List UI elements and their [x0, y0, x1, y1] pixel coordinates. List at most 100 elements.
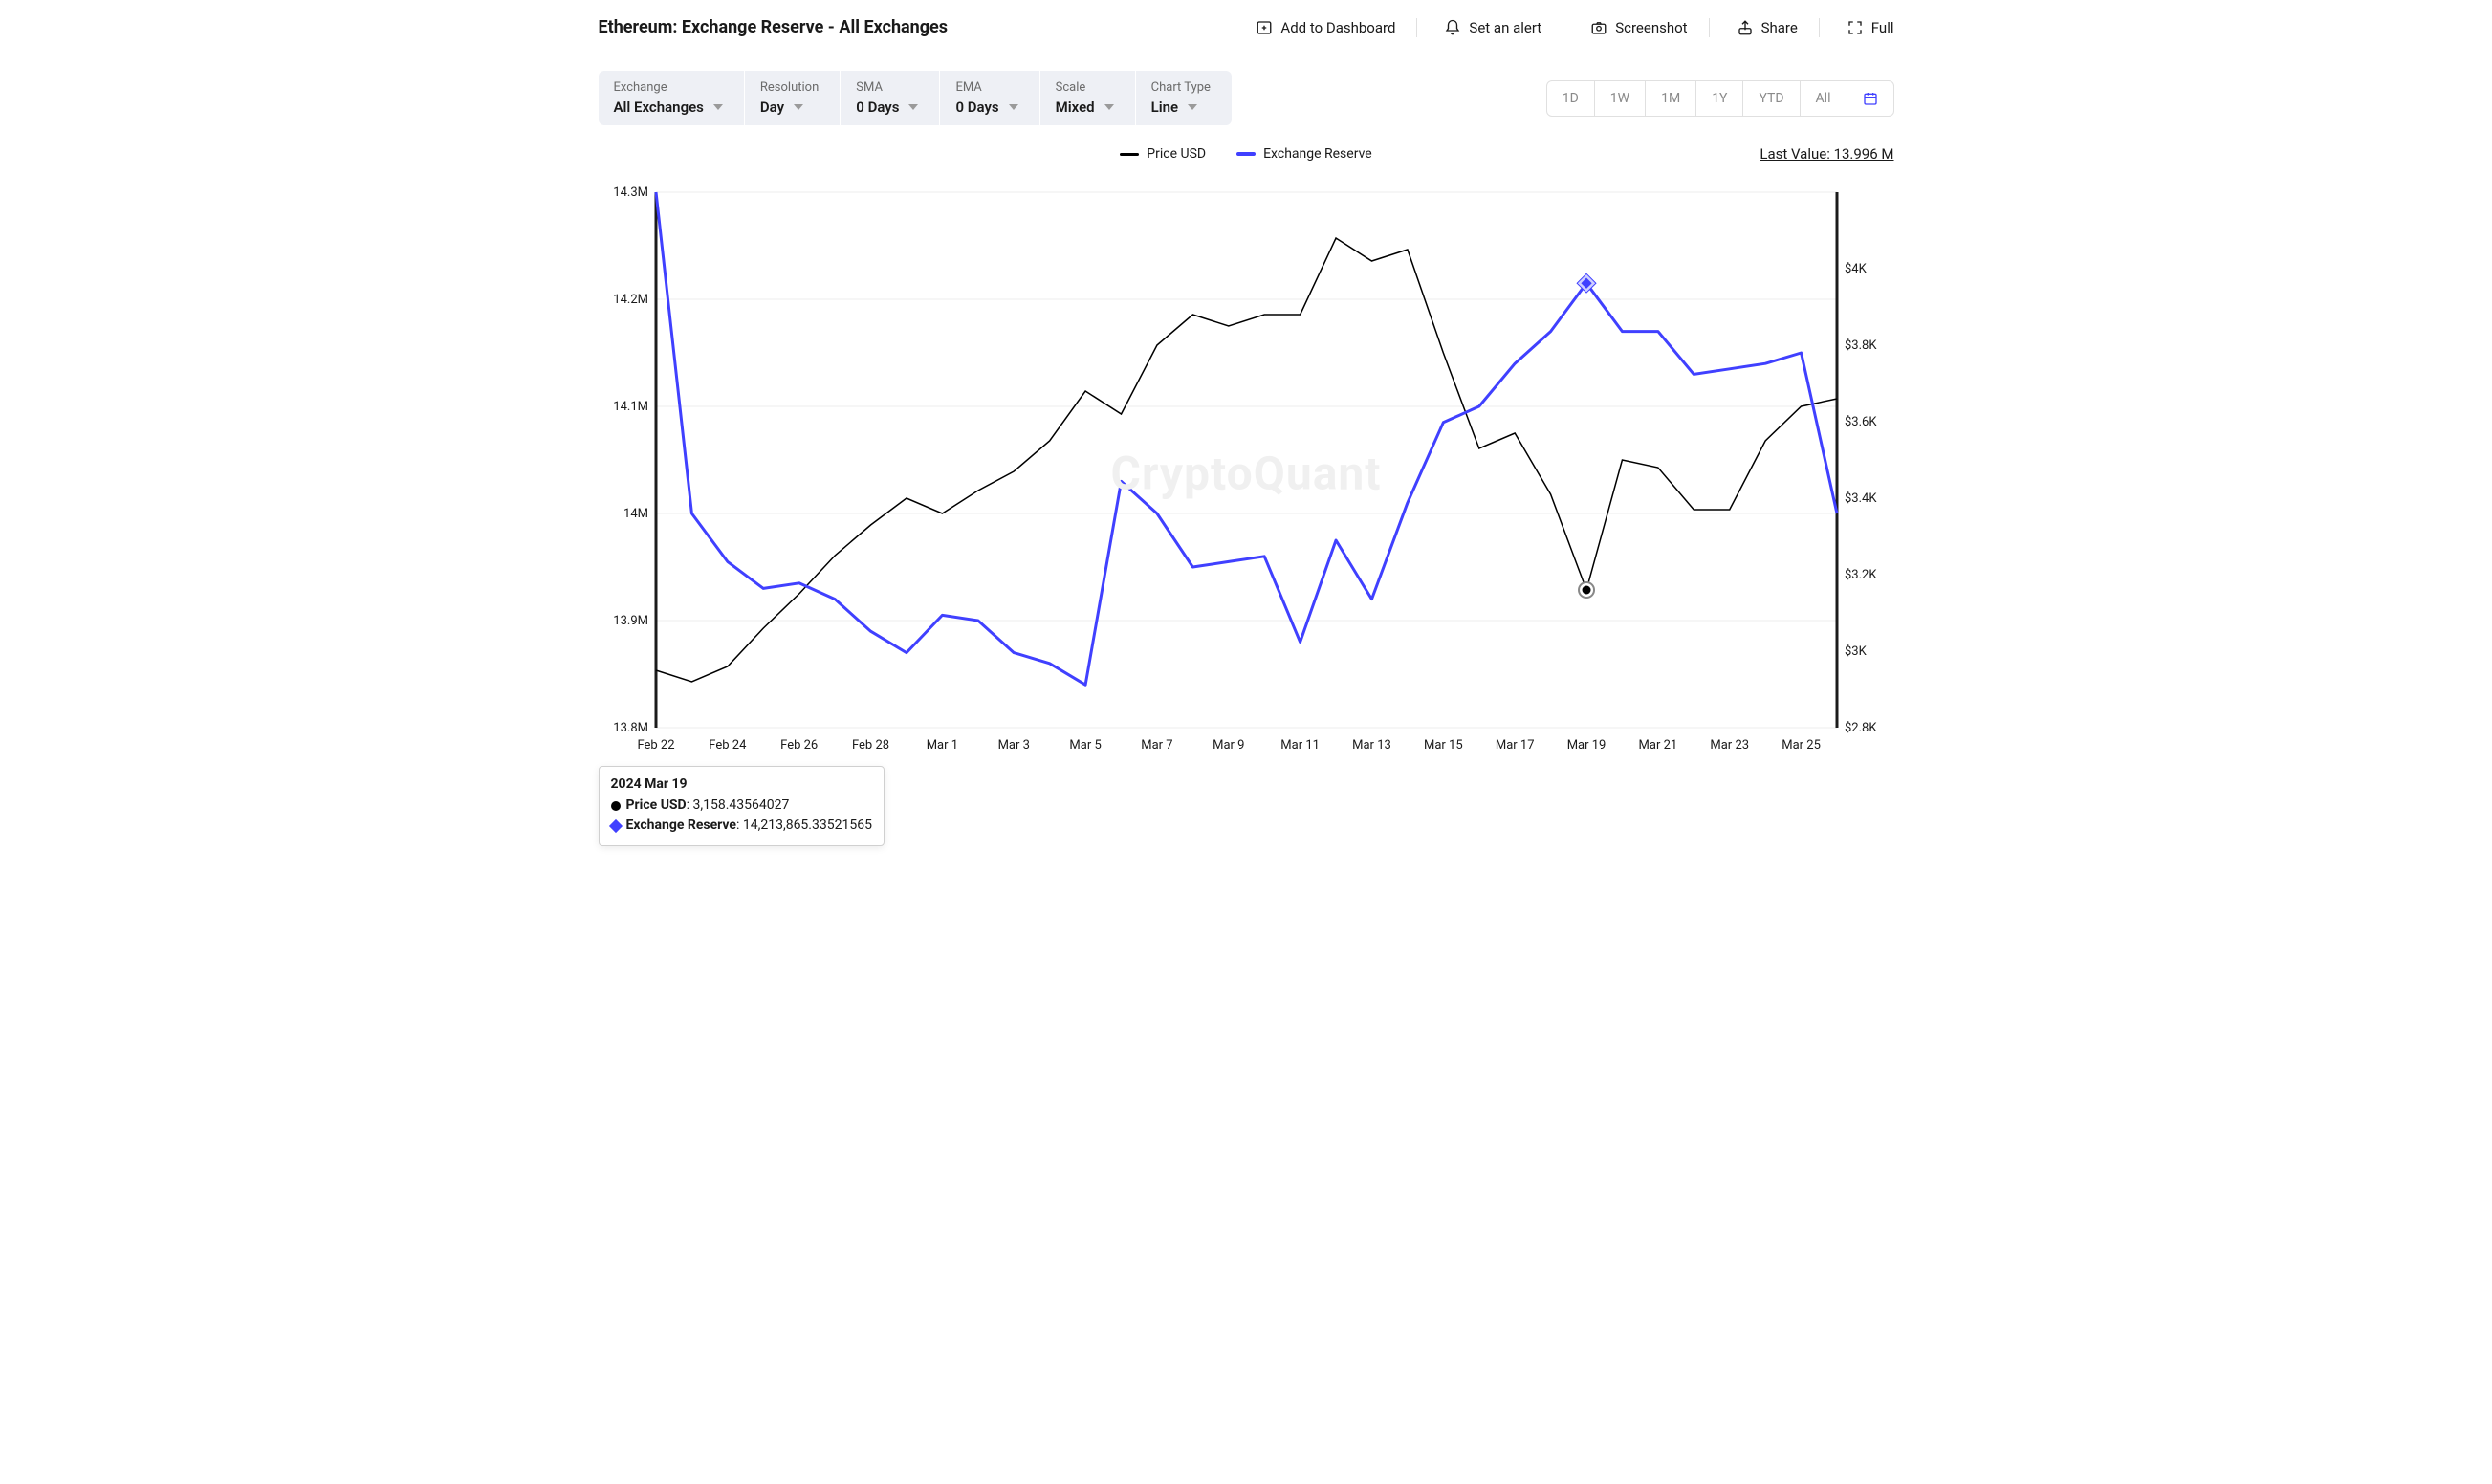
- chart-tooltip: 2024 Mar 19 Price USD: 3,158.43564027 Ex…: [599, 766, 885, 846]
- expand-icon: [1847, 19, 1864, 36]
- range-ytd[interactable]: YTD: [1743, 81, 1800, 116]
- caret-icon: [1188, 104, 1197, 110]
- range-1d[interactable]: 1D: [1547, 81, 1595, 116]
- svg-text:Feb 22: Feb 22: [637, 738, 674, 753]
- legend-reserve-label: Exchange Reserve: [1263, 146, 1372, 162]
- svg-text:$4K: $4K: [1845, 262, 1868, 276]
- svg-text:$3.2K: $3.2K: [1845, 568, 1877, 582]
- svg-text:14.2M: 14.2M: [613, 293, 648, 307]
- filter-exchange[interactable]: Exchange All Exchanges: [599, 71, 745, 125]
- legend-row: Price USD Exchange Reserve Last Value: 1…: [572, 125, 1921, 162]
- range-1m[interactable]: 1M: [1646, 81, 1696, 116]
- legend-price-label: Price USD: [1147, 146, 1206, 162]
- filter-resolution-value: Day: [760, 98, 784, 116]
- filter-group: Exchange All Exchanges Resolution Day SM…: [599, 71, 1232, 125]
- filter-sma-label: SMA: [856, 80, 918, 95]
- set-alert-label: Set an alert: [1469, 19, 1541, 36]
- fullscreen-label: Full: [1871, 19, 1894, 36]
- bell-icon: [1444, 19, 1461, 36]
- caret-icon: [908, 104, 918, 110]
- tooltip-price-marker: [611, 801, 621, 811]
- svg-text:$2.8K: $2.8K: [1845, 721, 1877, 735]
- svg-text:Mar 5: Mar 5: [1069, 738, 1101, 753]
- svg-text:Feb 26: Feb 26: [780, 738, 818, 753]
- svg-text:Mar 11: Mar 11: [1280, 738, 1320, 753]
- filter-ema-value: 0 Days: [955, 98, 998, 116]
- filter-sma[interactable]: SMA 0 Days: [841, 71, 940, 125]
- screenshot-label: Screenshot: [1615, 19, 1687, 36]
- chart-container: CryptoQuant 13.8M13.9M14M14.1M14.2M14.3M…: [572, 162, 1921, 785]
- svg-text:Mar 13: Mar 13: [1352, 738, 1391, 753]
- filter-sma-value: 0 Days: [856, 98, 899, 116]
- svg-text:13.8M: 13.8M: [613, 721, 648, 735]
- filter-chart-type-label: Chart Type: [1151, 80, 1211, 95]
- range-calendar[interactable]: [1847, 81, 1893, 116]
- tooltip-reserve-label: Exchange Reserve: [626, 818, 736, 833]
- add-to-dashboard-label: Add to Dashboard: [1280, 19, 1395, 36]
- filter-chart-type-value: Line: [1151, 98, 1178, 116]
- svg-text:Mar 19: Mar 19: [1566, 738, 1606, 753]
- svg-text:$3.8K: $3.8K: [1845, 338, 1877, 353]
- legend-price-swatch: [1120, 153, 1139, 156]
- range-group: 1D 1W 1M 1Y YTD All: [1546, 80, 1894, 117]
- tooltip-reserve-marker: [608, 818, 622, 832]
- header-actions: Add to Dashboard Set an alert Screenshot: [1256, 18, 1893, 37]
- share-label: Share: [1761, 19, 1798, 36]
- dashboard-icon: [1256, 19, 1273, 36]
- last-value-label: Last Value: 13.996 M: [1760, 145, 1893, 163]
- tooltip-price-value: 3,158.43564027: [693, 797, 790, 813]
- add-to-dashboard-button[interactable]: Add to Dashboard: [1256, 18, 1417, 37]
- caret-icon: [1009, 104, 1018, 110]
- svg-text:Mar 23: Mar 23: [1710, 738, 1749, 753]
- page-title: Ethereum: Exchange Reserve - All Exchang…: [599, 17, 949, 37]
- svg-text:Mar 15: Mar 15: [1423, 738, 1462, 753]
- filter-scale-value: Mixed: [1056, 98, 1095, 116]
- svg-text:Feb 28: Feb 28: [851, 738, 888, 753]
- svg-text:$3.4K: $3.4K: [1845, 491, 1877, 506]
- filter-chart-type[interactable]: Chart Type Line: [1136, 71, 1232, 125]
- filter-scale[interactable]: Scale Mixed: [1040, 71, 1136, 125]
- camera-icon: [1590, 19, 1607, 36]
- filter-exchange-label: Exchange: [614, 80, 723, 95]
- filter-exchange-value: All Exchanges: [614, 98, 704, 116]
- legend-price[interactable]: Price USD: [1120, 146, 1206, 162]
- filter-resolution[interactable]: Resolution Day: [745, 71, 841, 125]
- set-alert-button[interactable]: Set an alert: [1444, 18, 1563, 37]
- caret-icon: [713, 104, 723, 110]
- calendar-icon: [1863, 91, 1878, 106]
- svg-text:Mar 3: Mar 3: [997, 738, 1029, 753]
- tooltip-reserve-value: 14,213,865.33521565: [743, 818, 872, 833]
- range-1w[interactable]: 1W: [1595, 81, 1646, 116]
- fullscreen-button[interactable]: Full: [1847, 19, 1894, 36]
- svg-text:Mar 1: Mar 1: [926, 738, 957, 753]
- share-button[interactable]: Share: [1737, 18, 1820, 37]
- legend-reserve-swatch: [1236, 152, 1256, 156]
- caret-icon: [1104, 104, 1114, 110]
- header-bar: Ethereum: Exchange Reserve - All Exchang…: [572, 0, 1921, 55]
- svg-text:14.1M: 14.1M: [613, 400, 648, 414]
- svg-text:14.3M: 14.3M: [613, 186, 648, 200]
- screenshot-button[interactable]: Screenshot: [1590, 18, 1709, 37]
- svg-text:14M: 14M: [623, 507, 648, 521]
- svg-text:$3K: $3K: [1845, 644, 1868, 659]
- share-icon: [1737, 19, 1754, 36]
- app-root: Ethereum: Exchange Reserve - All Exchang…: [572, 0, 1921, 785]
- svg-text:Mar 17: Mar 17: [1495, 738, 1534, 753]
- filter-ema[interactable]: EMA 0 Days: [940, 71, 1039, 125]
- svg-text:Mar 7: Mar 7: [1141, 738, 1172, 753]
- legend-reserve[interactable]: Exchange Reserve: [1236, 146, 1372, 162]
- tooltip-price-label: Price USD: [626, 797, 687, 813]
- filter-scale-label: Scale: [1056, 80, 1114, 95]
- svg-text:13.9M: 13.9M: [613, 614, 648, 628]
- range-all[interactable]: All: [1801, 81, 1847, 116]
- svg-text:Mar 9: Mar 9: [1213, 738, 1244, 753]
- svg-text:Mar 25: Mar 25: [1782, 738, 1821, 753]
- svg-text:Feb 24: Feb 24: [709, 738, 747, 753]
- caret-icon: [794, 104, 803, 110]
- controls-row: Exchange All Exchanges Resolution Day SM…: [572, 55, 1921, 125]
- chart-svg[interactable]: 13.8M 13.9M 14M 14.1M 14.2M 14.3M $2.8K $3K $3.2…: [599, 173, 1894, 766]
- tooltip-date: 2024 Mar 19: [611, 776, 872, 792]
- filter-resolution-label: Resolution: [760, 80, 819, 95]
- svg-text:$3.6K: $3.6K: [1845, 415, 1877, 429]
- range-1y[interactable]: 1Y: [1696, 81, 1743, 116]
